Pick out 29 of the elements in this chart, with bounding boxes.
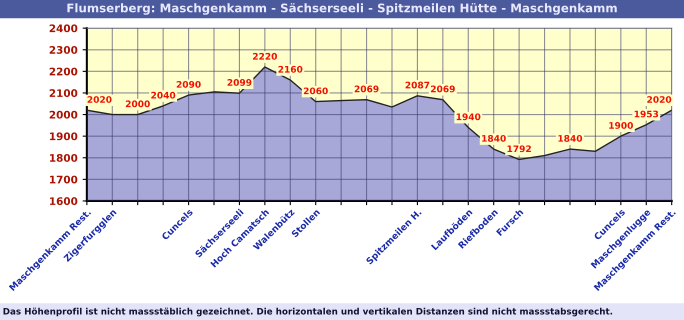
data-label: 2090 [176, 80, 201, 88]
data-label: 2060 [304, 87, 328, 94]
y-tick-label: 1600 [50, 197, 78, 206]
data-label: 2087 [406, 82, 430, 88]
data-label: 1792 [508, 145, 531, 152]
data-label: 2069 [354, 86, 379, 92]
data-label: 2099 [228, 79, 252, 86]
data-label: 2020 [647, 96, 672, 103]
data-label: 2220 [253, 52, 277, 60]
data-label: 2000 [126, 100, 150, 108]
y-tick-label: 2000 [50, 110, 78, 119]
y-tick-label: 2100 [50, 89, 78, 98]
chart-title: Flumserberg: Maschgenkamm - Sächserseeli - Spitzmeilen Hütte - Maschgenkamm [67, 3, 617, 15]
data-label: 1840 [558, 134, 582, 142]
y-tick-label: 1700 [50, 176, 78, 184]
y-tick-label: 1900 [50, 132, 78, 140]
y-tick-label: 2200 [50, 68, 78, 76]
y-tick-label: 2400 [50, 24, 78, 32]
data-label: 2040 [151, 92, 176, 99]
y-tick-label: 2300 [50, 46, 78, 54]
text: Das Höhenprofil ist nicht massstäblich gezeichnet. Die horizontalen und vertikalen Distanzen sind nicht massstabsgerecht. [4, 308, 612, 316]
data-label: 2160 [278, 66, 302, 73]
data-label: 1900 [609, 122, 633, 129]
data-label: 1840 [482, 134, 506, 142]
data-label: 1953 [634, 110, 658, 118]
data-label: 1940 [456, 113, 480, 120]
data-label: 2020 [88, 96, 112, 103]
y-tick-label: 1800 [50, 154, 78, 162]
data-label: 2069 [430, 86, 455, 92]
